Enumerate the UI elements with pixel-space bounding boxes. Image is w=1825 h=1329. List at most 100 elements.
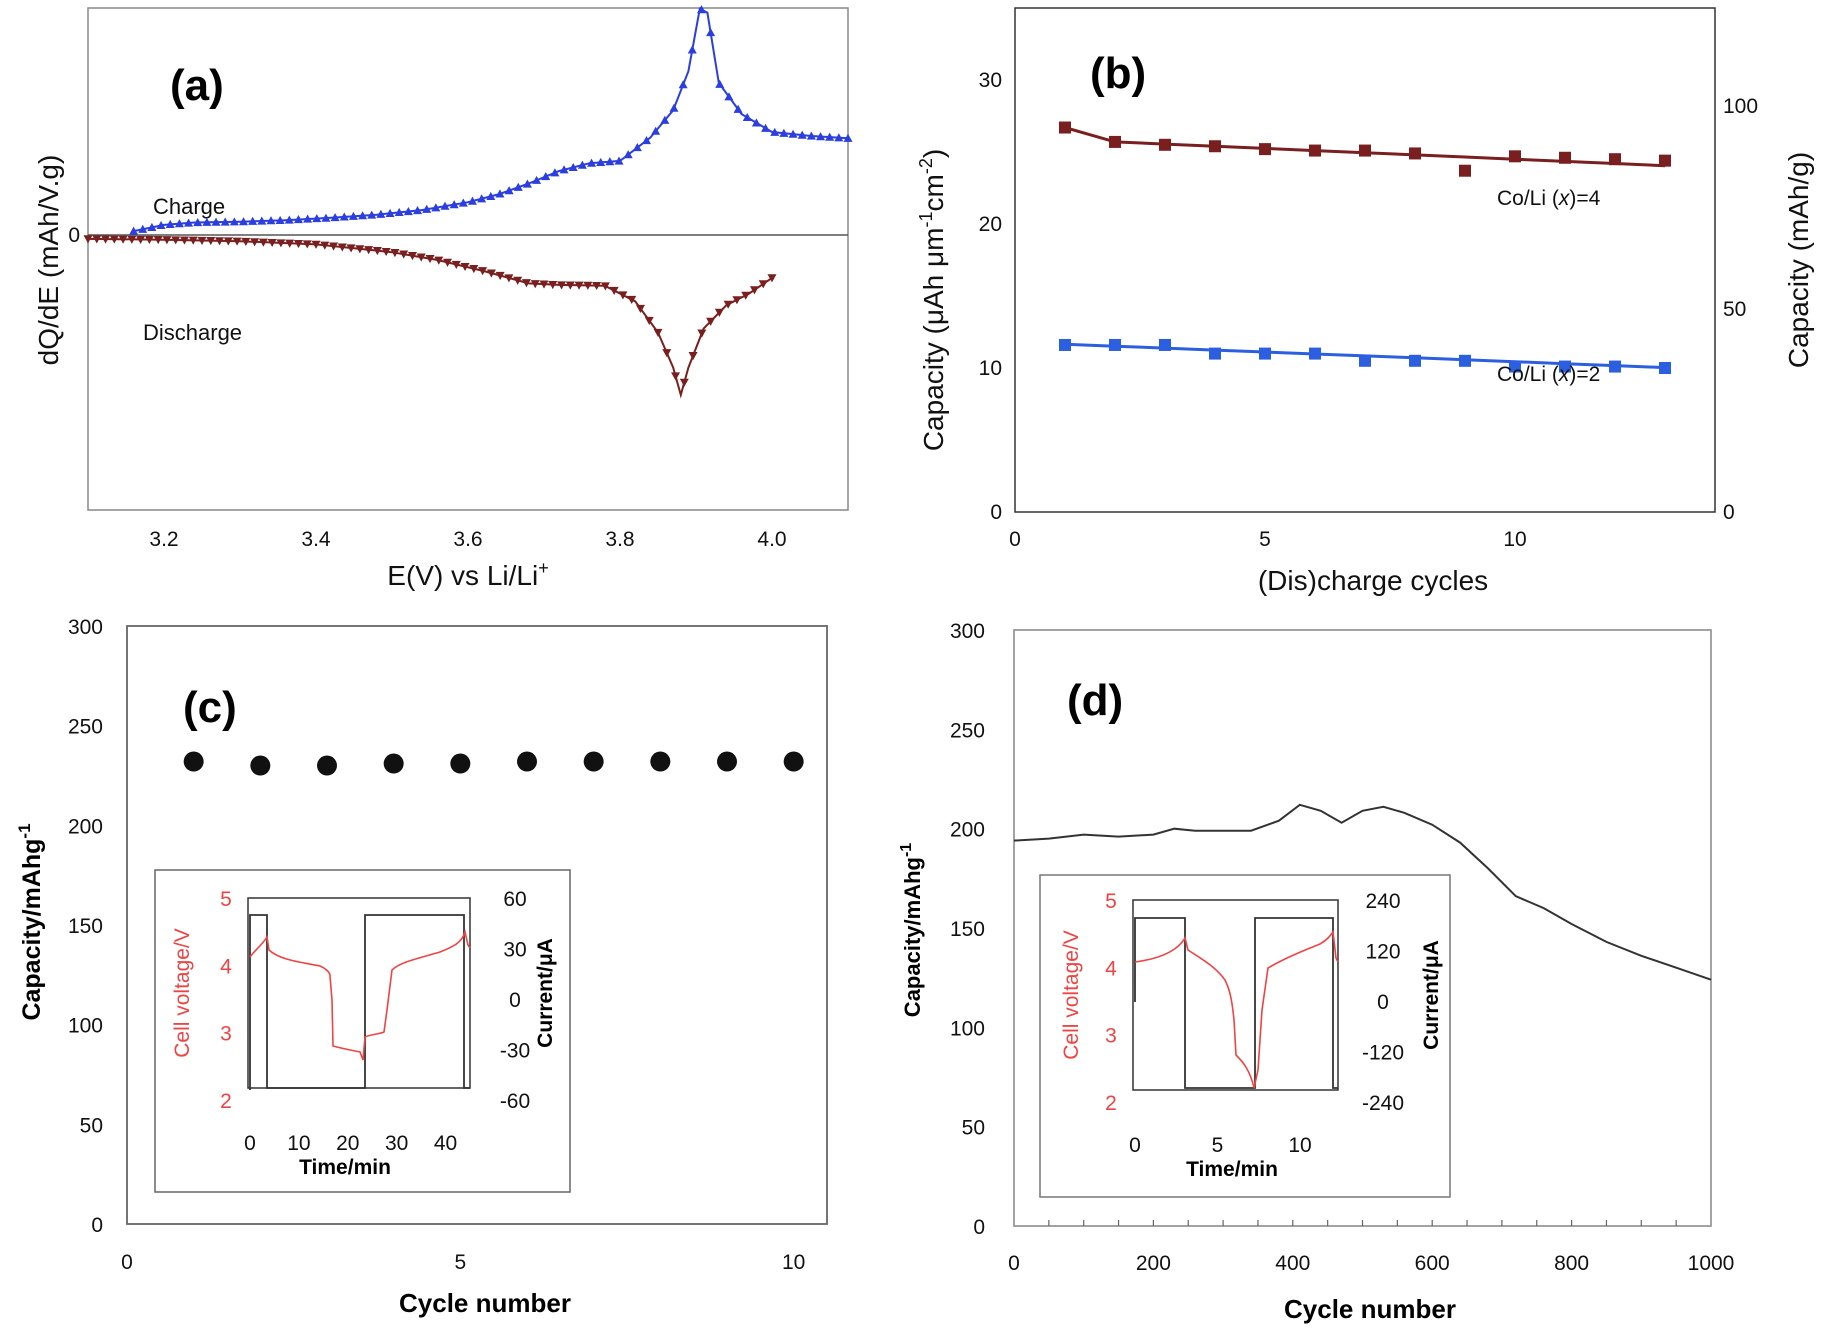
panel-a-x-axis-title: E(V) vs Li/Li+ — [387, 558, 548, 591]
panel-c-inset-left-y-tick-label: 2 — [220, 1090, 232, 1113]
panel-b-right-y-tick-label: 100 — [1723, 95, 1758, 118]
panel-d-inset-left-y-tick-label: 4 — [1105, 957, 1117, 980]
panel-b-y-axis-title: Capacity (μAh μm-1cm-2) — [916, 149, 949, 451]
panel-c-inset-x-tick-label: 10 — [287, 1132, 310, 1155]
panel-a-charge-marker — [816, 132, 826, 141]
panel-b-data-point — [1409, 147, 1421, 160]
panel-a-charge-marker — [403, 206, 413, 216]
panel-a-discharge-marker — [276, 239, 286, 248]
panel-c-inset-left-y-ticks: 2 3 4 5 — [220, 888, 232, 1113]
panel-a-charge-marker — [788, 129, 798, 138]
panel-a-charge-marker — [696, 5, 706, 14]
panel-a-charge-marker — [614, 156, 624, 165]
panel-b-legend-x2: Co/Li (x)=2 — [1497, 363, 1600, 386]
panel-a-charge-marker — [706, 28, 716, 37]
panel-b-data-point — [1609, 360, 1621, 373]
panel-a-discharge-marker — [758, 280, 768, 289]
panel-a-charge-marker — [577, 160, 587, 169]
panel-a-charge-marker — [385, 208, 395, 217]
panel-a-charge-marker — [293, 215, 303, 224]
panel-a-discharge-marker — [399, 250, 409, 259]
panel-a-charge-series — [129, 5, 853, 235]
panel-c-inset-left-y-tick-label: 3 — [220, 1023, 232, 1046]
panel-c-inset-current-trace — [249, 914, 470, 1090]
panel-d-inset-voltage-trace — [1134, 929, 1339, 1089]
panel-a-charge-marker — [147, 222, 157, 231]
panel-d-inset-plot-frame — [1132, 899, 1339, 1091]
panel-d-x-axis-title: Cycle number — [1284, 1294, 1456, 1324]
panel-a-discharge-marker — [390, 249, 400, 258]
panel-a-charge-marker — [422, 204, 432, 213]
panel-d-y-tick-label: 50 — [962, 1117, 985, 1140]
panel-a-charge-marker — [184, 218, 194, 227]
panel-b-data-point — [1359, 354, 1371, 367]
panel-a-charge-marker — [229, 217, 239, 226]
panel-c-y-axis-title: Capacity/mAhg-1 — [15, 823, 46, 1020]
panel-c-x-tick-label: 10 — [782, 1251, 805, 1274]
panel-d-inset-right-y-tick-label: 240 — [1365, 890, 1400, 913]
panel-b-data-point — [1259, 347, 1271, 360]
panel-b-data-point — [1509, 150, 1521, 163]
panel-b-y-ticks: 0 10 20 30 — [979, 69, 1002, 524]
panel-a-series-charge-label: Charge — [153, 194, 225, 219]
panel-b-data-point — [1459, 164, 1471, 177]
panel-a-discharge-marker — [653, 328, 663, 337]
panel-a-discharge-marker — [635, 304, 645, 313]
panel-d: (d) 0 200 400 600 800 1000 050100150200250300… — [898, 620, 1734, 1324]
panel-c-x-ticks: 0 5 10 — [121, 1251, 805, 1274]
panel-a-discharge-marker — [469, 265, 479, 274]
panel-c-inset-right-y-ticks: -60 -30 0 30 60 — [500, 888, 530, 1113]
panel-a-discharge-marker — [118, 235, 128, 244]
panel-a-discharge-marker — [460, 262, 470, 272]
panel-a-discharge-marker — [627, 295, 637, 304]
panel-d-x-tick-label: 1000 — [1688, 1252, 1735, 1275]
panel-a-discharge-marker — [478, 267, 488, 276]
panel-a-discharge-marker — [109, 235, 119, 244]
panel-a-discharge-marker — [355, 245, 365, 254]
panel-b-data-point — [1559, 360, 1571, 373]
panel-a-discharge-marker — [425, 255, 435, 264]
panel-b-data-point — [1659, 154, 1671, 167]
panel-d-inset-x-tick-label: 10 — [1288, 1134, 1311, 1157]
panel-a-charge-marker — [220, 217, 230, 226]
panel-a-discharge-marker — [179, 236, 189, 245]
panel-b-data-point — [1059, 338, 1071, 351]
panel-a-charge-marker — [751, 118, 761, 127]
panel-d-inset-right-y-tick-label: 0 — [1377, 991, 1389, 1014]
panel-b-data-point — [1659, 362, 1671, 374]
panel-d-y-tick-label: 0 — [973, 1216, 985, 1239]
panel-d-x-tick-label: 0 — [1008, 1252, 1020, 1275]
panel-c-points — [183, 751, 804, 776]
panel-d-x-tick-label: 400 — [1275, 1252, 1310, 1275]
panel-a-charge-marker — [440, 201, 450, 210]
panel-b-x-axis-title: (Dis)charge cycles — [1258, 565, 1488, 596]
panel-a-charge-marker — [284, 215, 294, 224]
panel-c-inset-right-y-tick-label: 0 — [509, 989, 521, 1012]
panel-d-inset-left-y-tick-label: 5 — [1105, 890, 1117, 913]
panel-a-discharge-marker — [127, 235, 137, 244]
panel-a-y-axis-title: dQ/dE (mAh/V.g) — [33, 155, 64, 366]
panel-d-y-ticks: 0 50 100 150 200 250 300 — [950, 620, 985, 1239]
panel-c-data-point — [450, 753, 471, 774]
panel-a-charge-marker — [211, 217, 221, 226]
panel-a-charge-marker — [733, 104, 743, 113]
panel-c-frame — [126, 625, 828, 1225]
panel-a-discharge-marker — [557, 281, 567, 290]
panel-b-data-point — [1509, 360, 1521, 373]
panel-a-charge-marker — [358, 211, 368, 220]
panel-a-discharge-marker — [443, 258, 453, 267]
panel-d-x-ticks: 0 200 400 600 800 1000 — [1008, 1220, 1734, 1275]
panel-a-discharge-marker — [136, 235, 146, 244]
panel-d-y-axis-title: Capacity/mAhg-1 — [898, 843, 925, 1017]
panel-a-discharge-marker — [723, 300, 733, 309]
panel-a-charge-marker — [605, 157, 615, 166]
panel-a-series-discharge-label: Discharge — [143, 320, 242, 345]
panel-a-discharge-marker — [250, 238, 260, 247]
panel-a-charge-marker — [239, 217, 249, 226]
panel-a-charge-marker — [257, 216, 267, 225]
panel-c-inset-x-tick-label: 20 — [336, 1132, 359, 1155]
panel-d-inset-right-y-axis-title: Current/μA — [1420, 940, 1443, 1050]
panel-b-data-point — [1059, 121, 1071, 134]
panel-a-discharge-marker — [407, 252, 417, 261]
panel-c-inset-left-y-tick-label: 5 — [220, 888, 232, 911]
